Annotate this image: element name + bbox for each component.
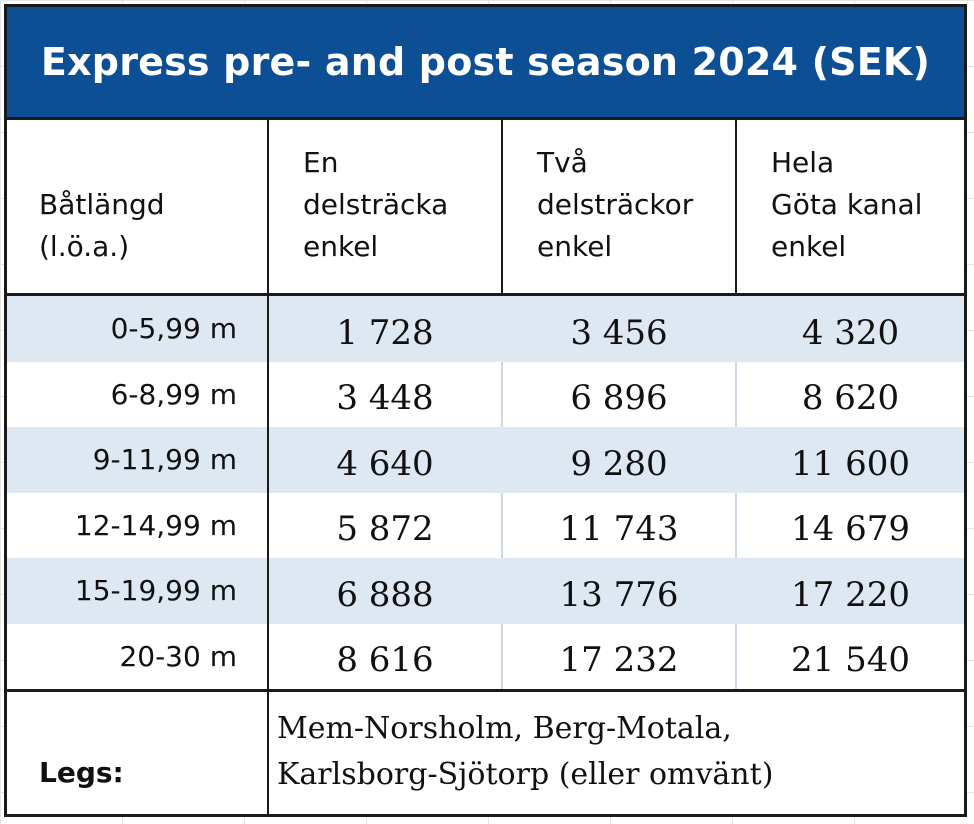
price-two-legs: 11 743 bbox=[501, 492, 735, 558]
price-two-legs: 17 232 bbox=[501, 623, 735, 689]
table-row: 12-14,99 m 5 872 11 743 14 679 bbox=[7, 492, 964, 558]
price-whole-canal: 4 320 bbox=[801, 312, 900, 353]
boat-length-cell: 20-30 m bbox=[119, 639, 237, 673]
price-whole-canal: 17 220 bbox=[791, 574, 910, 615]
price-two-legs: 9 280 bbox=[570, 443, 668, 484]
legs-label: Legs: bbox=[39, 756, 124, 789]
price-one-leg: 3 448 bbox=[267, 361, 501, 427]
header-whole-canal: Hela Göta kanal enkel bbox=[735, 120, 964, 293]
table-title: Express pre- and post season 2024 (SEK) bbox=[7, 7, 964, 120]
header-one-leg: En delsträcka enkel bbox=[267, 120, 501, 293]
price-whole-canal: 14 679 bbox=[735, 492, 964, 558]
boat-length-cell: 12-14,99 m bbox=[74, 508, 237, 542]
price-one-leg: 6 888 bbox=[267, 558, 501, 624]
table-row: 20-30 m 8 616 17 232 21 540 bbox=[7, 623, 964, 689]
header-two-legs: Två delsträckor enkel bbox=[501, 120, 735, 293]
table-row: 15-19,99 m 6 888 13 776 17 220 bbox=[7, 558, 964, 624]
boat-length-cell: 15-19,99 m bbox=[74, 574, 237, 608]
price-two-legs: 3 456 bbox=[570, 312, 668, 353]
boat-length-cell: 6-8,99 m bbox=[110, 377, 237, 411]
price-one-leg: 4 640 bbox=[267, 427, 501, 493]
table-header-row: Båtlängd (l.ö.a.) En delsträcka enkel Tv… bbox=[7, 120, 964, 296]
header-boat-length: Båtlängd (l.ö.a.) bbox=[39, 188, 165, 263]
table-body: 0-5,99 m 1 728 3 456 4 320 6-8,99 m 3 44… bbox=[7, 296, 964, 689]
table-row: 9-11,99 m 4 640 9 280 11 600 bbox=[7, 427, 964, 493]
legs-row: Legs: Mem-Norsholm, Berg-Motala, Karlsbo… bbox=[7, 689, 964, 814]
price-two-legs: 13 776 bbox=[559, 574, 679, 615]
table-row: 0-5,99 m 1 728 3 456 4 320 bbox=[7, 296, 964, 362]
boat-length-cell: 9-11,99 m bbox=[92, 443, 237, 477]
price-one-leg: 5 872 bbox=[267, 492, 501, 558]
price-one-leg: 8 616 bbox=[267, 623, 501, 689]
price-one-leg: 1 728 bbox=[267, 296, 501, 362]
price-two-legs: 6 896 bbox=[501, 361, 735, 427]
legs-description: Mem-Norsholm, Berg-Motala, Karlsborg-Sjö… bbox=[267, 692, 964, 814]
price-whole-canal: 21 540 bbox=[735, 623, 964, 689]
price-table: Express pre- and post season 2024 (SEK) … bbox=[4, 4, 967, 817]
price-whole-canal: 8 620 bbox=[735, 361, 964, 427]
price-whole-canal: 11 600 bbox=[791, 443, 910, 484]
boat-length-cell: 0-5,99 m bbox=[110, 312, 237, 346]
table-row: 6-8,99 m 3 448 6 896 8 620 bbox=[7, 361, 964, 427]
